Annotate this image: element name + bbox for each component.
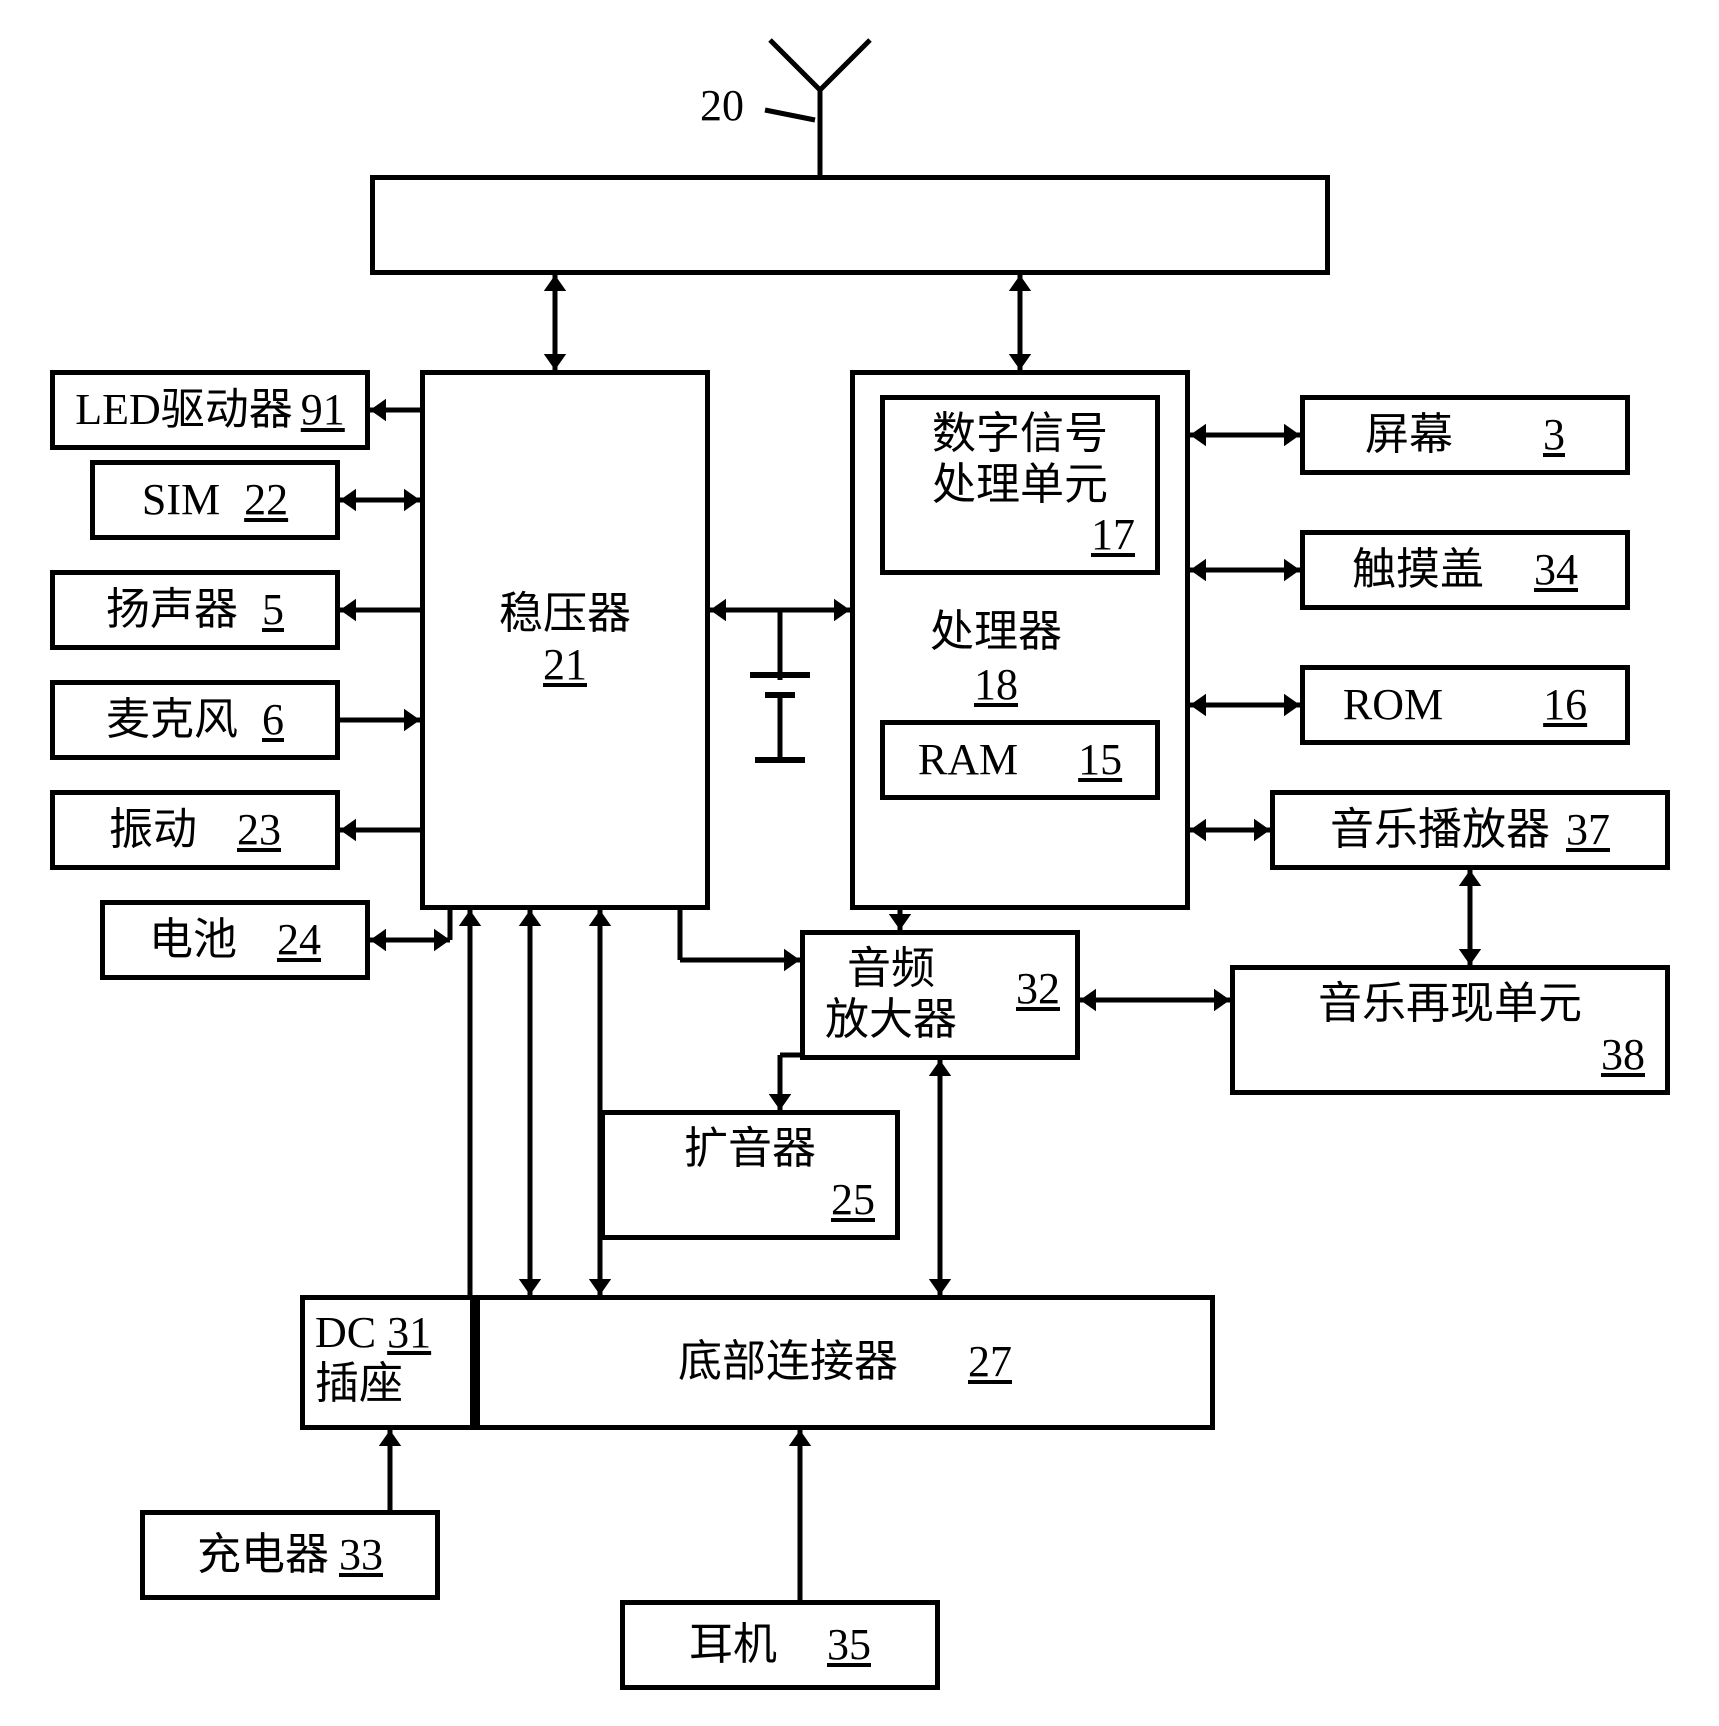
block-mrep: 音乐再现单元38 [1230, 965, 1670, 1095]
block-head: 耳机35 [620, 1600, 940, 1690]
block-touch: 触摸盖34 [1300, 530, 1630, 610]
block-dcjack: DC 31插座 [300, 1295, 475, 1430]
block-reg: 稳压器21 [420, 370, 710, 910]
processor-label: 处理器18 [930, 595, 1062, 710]
block-txrx [370, 175, 1330, 275]
block-amp: 音频 放大器32 [800, 930, 1080, 1060]
block-batt: 电池24 [100, 900, 370, 980]
block-charger: 充电器33 [140, 1510, 440, 1600]
block-sim: SIM22 [90, 460, 340, 540]
antenna-label: 20 [700, 80, 744, 131]
block-speaker: 扬声器5 [50, 570, 340, 650]
block-loud: 扩音器25 [600, 1110, 900, 1240]
block-led: LED驱动器91 [50, 370, 370, 450]
block-bottom: 底部连接器27 [475, 1295, 1215, 1430]
block-screen: 屏幕3 [1300, 395, 1630, 475]
block-rom: ROM16 [1300, 665, 1630, 745]
block-ram: RAM15 [880, 720, 1160, 800]
block-vib: 振动23 [50, 790, 340, 870]
block-mplayer: 音乐播放器37 [1270, 790, 1670, 870]
block-mic: 麦克风6 [50, 680, 340, 760]
block-dsp: 数字信号 处理单元17 [880, 395, 1160, 575]
